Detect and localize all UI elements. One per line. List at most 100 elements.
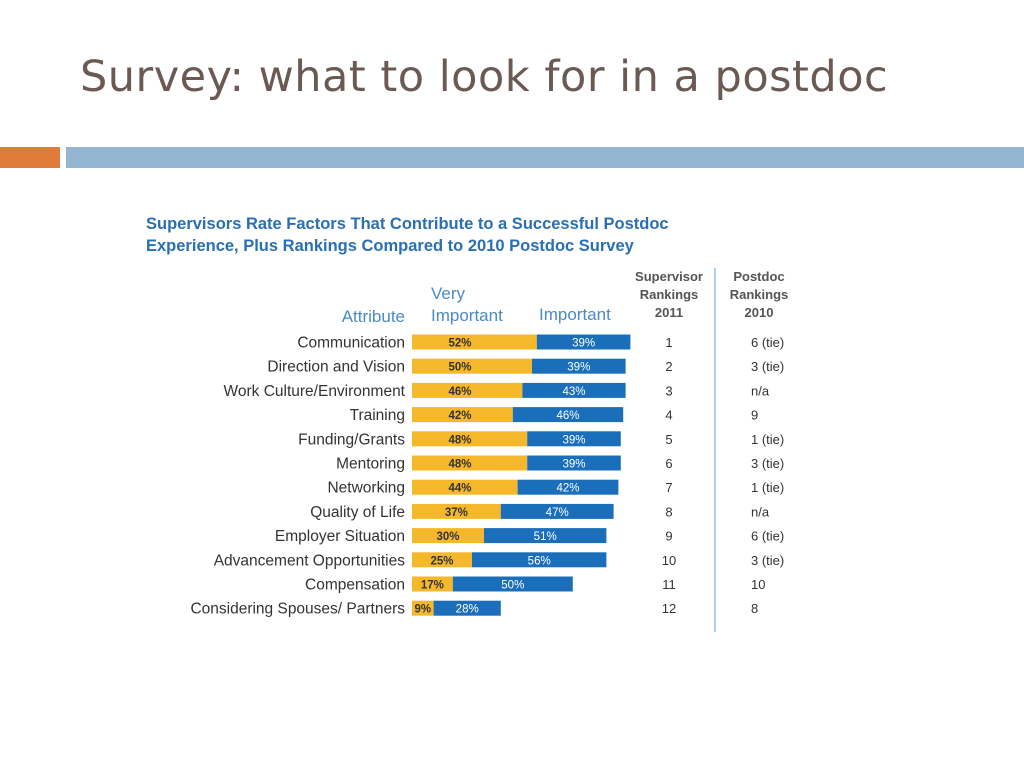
postdoc-ranking-value: 6 (tie) [751,529,784,544]
chart-rows: Communication 52% 39% 1 6 (tie)Direction and… [190,334,784,618]
data-label-very-important: 30% [436,531,459,543]
supervisor-ranking-value: 5 [665,432,672,447]
chart-title: Supervisors Rate Factors That Contribute… [146,215,669,255]
data-label-important: 39% [562,434,585,446]
slide-title: Survey: what to look for in a postdoc [80,52,889,102]
chart-row: Networking 44% 42% 7 1 (tie) [327,479,784,497]
postdoc-ranking-value: 1 (tie) [751,480,784,495]
header-supervisor-rankings: 2011 [655,305,683,320]
postdoc-ranking-value: 3 (tie) [751,456,784,471]
bar-very-important [412,576,453,592]
category-label: Networking [327,480,405,497]
postdoc-ranking-value: 3 (tie) [751,553,784,568]
bar-important [484,528,607,544]
postdoc-ranking-value: 6 (tie) [751,335,784,350]
header-very-important: Very [431,284,466,303]
data-label-very-important: 46% [448,386,471,398]
supervisor-ranking-value: 9 [665,529,672,544]
header-supervisor-rankings: Rankings [640,287,699,302]
data-label-important: 50% [501,580,524,592]
chart-row: Funding/Grants 48% 39% 5 1 (tie) [298,431,784,448]
chart-row: Communication 52% 39% 1 6 (tie) [297,334,784,352]
data-label-important: 39% [562,459,585,471]
chart-row: Direction and Vision 50% 39% 2 3 (tie) [267,358,784,376]
chart-title-line: Supervisors Rate Factors That Contribute… [146,215,669,233]
category-label: Work Culture/Environment [224,383,406,400]
bar-important [433,600,501,616]
data-label-important: 39% [572,338,595,350]
data-label-very-important: 48% [448,434,471,446]
bar-very-important [412,407,513,423]
bar-very-important [412,503,501,519]
chart-row: Compensation 17% 50% 11 10 [305,576,765,594]
category-label: Training [350,407,405,424]
data-label-important: 47% [546,507,569,519]
data-label-important: 56% [528,555,551,567]
data-label-very-important: 52% [448,338,471,350]
postdoc-ranking-value: 8 [751,601,758,616]
supervisor-ranking-value: 2 [665,359,672,374]
supervisor-ranking-value: 7 [665,480,672,495]
bar-important [452,576,573,592]
data-label-very-important: 25% [430,555,453,567]
bar-important [517,479,619,495]
data-label-very-important: 17% [421,580,444,592]
header-very-important: Important [431,306,503,325]
supervisor-ranking-value: 4 [665,408,672,423]
data-label-very-important: 50% [448,362,471,374]
bar-very-important [412,479,518,495]
postdoc-ranking-value: n/a [751,383,770,398]
header-postdoc-rankings: 2010 [745,305,774,320]
chart-row: Advancement Opportunities 25% 56% 10 3 (tie) [214,552,784,569]
bar-important [527,455,621,471]
data-label-important: 51% [534,531,557,543]
header-supervisor-rankings: Supervisor [635,269,703,284]
chart-row: Employer Situation 30% 51% 9 6 (tie) [275,528,784,545]
data-label-important: 28% [456,604,479,616]
supervisor-ranking-value: 8 [665,504,672,519]
postdoc-ranking-value: n/a [751,504,770,519]
header-postdoc-rankings: Rankings [730,287,789,302]
data-label-very-important: 9% [414,604,431,616]
category-label: Compensation [305,577,405,594]
bar-important [532,358,626,374]
bar-important [472,552,607,568]
category-label: Communication [297,335,405,352]
chart-row: Quality of Life 37% 47% 8 n/a [310,503,770,521]
header-important: Important [539,305,611,324]
bar-very-important [412,600,434,616]
supervisor-ranking-value: 12 [662,601,676,616]
bar-very-important [412,334,537,350]
bar-important [522,382,626,398]
data-label-important: 43% [562,386,585,398]
bar-very-important [412,358,532,374]
chart-row: Considering Spouses/ Partners 9% 28% 12 8 [190,600,758,618]
postdoc-ranking-value: 10 [751,577,765,592]
supervisor-ranking-value: 3 [665,383,672,398]
supervisor-ranking-value: 1 [665,335,672,350]
data-label-important: 46% [556,410,579,422]
chart-title-line: Experience, Plus Rankings Compared to 20… [146,237,635,255]
bar-very-important [412,455,528,471]
data-label-very-important: 48% [448,459,471,471]
category-label: Direction and Vision [267,359,405,376]
supervisor-ranking-value: 6 [665,456,672,471]
data-label-important: 42% [556,483,579,495]
title-accent-bar-orange [0,147,60,168]
postdoc-ranking-value: 9 [751,408,758,423]
category-label: Employer Situation [275,528,405,545]
supervisor-ranking-value: 10 [662,553,676,568]
bar-important [527,431,621,447]
chart-row: Training 42% 46% 4 9 [350,407,758,424]
bar-very-important [412,552,472,568]
bar-important [512,407,624,423]
bar-very-important [412,382,523,398]
column-headers: Attribute Very Important Important Superviso… [342,269,789,326]
category-label: Advancement Opportunities [214,552,406,569]
chart-row: Work Culture/Environment 46% 43% 3 n/a [224,382,770,400]
bar-important [536,334,631,350]
title-accent-bar-blue [66,147,1024,168]
header-postdoc-rankings: Postdoc [733,269,784,284]
data-label-important: 39% [567,362,590,374]
